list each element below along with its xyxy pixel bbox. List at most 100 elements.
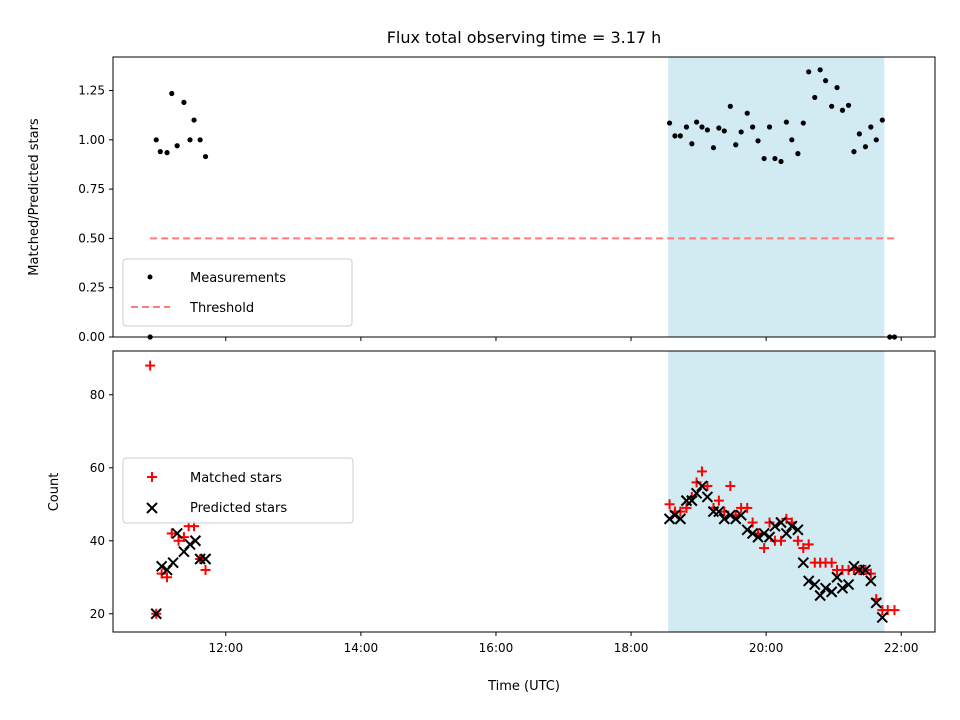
measurements-point	[778, 158, 784, 165]
measurements-point	[677, 133, 683, 139]
predicted-stars-point	[696, 480, 708, 492]
bottom-legend: Matched stars Predicted stars	[122, 457, 354, 524]
measurements-point	[716, 125, 722, 131]
x-tick-label: 14:00	[344, 641, 379, 655]
measurements-point	[845, 102, 852, 108]
predicted-stars-point	[184, 538, 196, 551]
measurements-point	[683, 124, 690, 130]
measurements-point	[704, 127, 710, 133]
predicted-stars-point	[669, 509, 681, 521]
predicted-stars-point	[825, 586, 838, 598]
predicted-stars-point	[814, 589, 826, 602]
measurements-point	[806, 69, 812, 75]
measurements-point	[755, 138, 761, 144]
measurements-point	[689, 141, 695, 147]
chart-title: Flux total observing time = 3.17 h	[387, 28, 662, 47]
top-y-tick-label: 1.25	[78, 84, 105, 98]
x-axis-label: Time (UTC)	[487, 679, 560, 694]
measurements-point	[693, 119, 700, 125]
predicted-stars-point	[724, 509, 737, 521]
measurements-point	[766, 124, 773, 130]
measurements-point	[727, 103, 733, 109]
predicted-stars-point	[865, 575, 877, 587]
matched-stars-point	[776, 535, 787, 546]
x-tick-label: 22:00	[884, 641, 919, 655]
predicted-stars-point	[752, 531, 764, 543]
predicted-stars-point	[763, 531, 776, 543]
predicted-stars-point	[802, 575, 815, 587]
measurements-point	[839, 107, 846, 113]
predicted-stars-point	[797, 556, 809, 569]
predicted-stars-point	[792, 524, 804, 536]
measurements-point	[721, 128, 727, 134]
predicted-stars-point	[686, 494, 698, 507]
top-y-tick-label: 1.00	[78, 133, 105, 147]
legend-marker-matched-stars	[147, 472, 157, 482]
predicted-stars-point	[171, 527, 183, 540]
predicted-stars-point	[819, 582, 832, 594]
matched-stars-point	[713, 495, 724, 506]
predicted-stars-point	[663, 513, 676, 525]
predicted-stars-point	[780, 527, 793, 540]
predicted-stars-point	[859, 564, 872, 576]
matched-stars-point	[691, 477, 702, 488]
measurements-point	[868, 124, 874, 130]
predicted-stars-point	[786, 520, 798, 532]
matched-stars-point	[675, 506, 686, 517]
matched-stars-point	[681, 502, 692, 513]
measurements-point	[829, 103, 835, 109]
measurements-point	[174, 143, 180, 149]
measurements-point	[812, 94, 818, 101]
legend-marker-measurements	[147, 274, 153, 280]
measurements-point	[733, 142, 739, 148]
legend-label-threshold: Threshold	[189, 301, 254, 316]
predicted-stars-point	[848, 560, 860, 573]
predicted-stars-point	[189, 535, 202, 547]
matched-stars-point	[798, 543, 809, 554]
legend-marker-predicted-stars	[146, 502, 158, 514]
predicted-stars-point	[701, 491, 714, 503]
measurements-point	[666, 120, 673, 126]
measurements-point	[750, 124, 756, 130]
predicted-stars-point	[167, 556, 179, 569]
top-y-tick-label: 0.25	[78, 281, 105, 295]
matched-stars-point	[200, 564, 211, 575]
bottom-axes-frame	[112, 350, 936, 633]
matched-stars-point	[702, 481, 713, 492]
top-y-axis-label: Matched/Predicted stars	[27, 118, 42, 276]
predicted-stars-point	[155, 560, 168, 573]
measurements-point	[164, 150, 170, 156]
predicted-stars-point	[735, 509, 747, 521]
measurements-point	[879, 117, 885, 123]
predicted-stars-point	[836, 582, 849, 594]
top-y-tick-label: 0.00	[78, 330, 105, 344]
measurements-point	[181, 99, 187, 105]
matched-stars-point	[696, 466, 707, 477]
matched-stars-point	[803, 539, 814, 550]
matched-stars-point	[162, 572, 173, 583]
top-y-tick-label: 0.75	[78, 182, 105, 196]
predicted-stars-point	[775, 516, 787, 529]
top-shaded-span	[668, 57, 885, 337]
predicted-stars-point	[713, 505, 725, 518]
measurements-point	[822, 78, 829, 84]
ratio-panel: Flux total observing time = 3.17 h Match…	[27, 28, 936, 344]
measurements-point	[856, 131, 862, 137]
matched-stars-point	[742, 502, 753, 513]
matched-stars-point	[781, 513, 792, 524]
measurements-point	[738, 129, 744, 135]
measurements-point	[191, 117, 197, 123]
measurements-point	[789, 137, 795, 143]
measurements-point	[851, 149, 857, 155]
predicted-stars-point	[690, 487, 703, 500]
top-axes-frame	[112, 56, 936, 338]
predicted-stars-point	[746, 527, 759, 540]
bottom-y-tick-label: 80	[90, 388, 105, 402]
measurements-point	[197, 137, 203, 143]
predicted-stars-point	[769, 520, 781, 532]
measurements-point	[795, 151, 801, 157]
x-tick-label: 16:00	[479, 641, 514, 655]
predicted-stars-point	[718, 513, 730, 525]
measurements-point	[834, 84, 840, 91]
